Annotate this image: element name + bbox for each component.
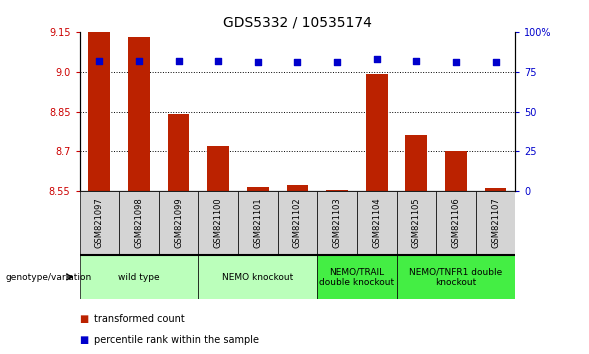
Text: GSM821107: GSM821107 — [491, 198, 500, 249]
Bar — [396, 255, 515, 299]
Text: genotype/variation: genotype/variation — [6, 273, 92, 281]
Point — [491, 59, 500, 65]
Text: GSM821106: GSM821106 — [451, 198, 461, 249]
Text: transformed count: transformed count — [94, 314, 185, 324]
Bar — [159, 191, 198, 255]
Point — [134, 58, 144, 63]
Bar — [405, 136, 427, 191]
Bar — [317, 255, 396, 299]
Bar — [238, 191, 277, 255]
Text: GSM821103: GSM821103 — [333, 198, 342, 249]
Text: GSM821101: GSM821101 — [253, 198, 262, 249]
Text: GSM821099: GSM821099 — [174, 198, 183, 249]
Text: GSM821104: GSM821104 — [372, 198, 381, 249]
Point — [332, 59, 342, 65]
Bar — [119, 191, 159, 255]
Bar — [128, 37, 150, 191]
Text: ■: ■ — [80, 314, 89, 324]
Bar — [326, 190, 348, 191]
Title: GDS5332 / 10535174: GDS5332 / 10535174 — [223, 15, 372, 29]
Text: ■: ■ — [80, 335, 89, 345]
Bar — [198, 191, 238, 255]
Point — [213, 58, 223, 63]
Point — [174, 58, 183, 63]
Point — [293, 59, 302, 65]
Text: NEMO knockout: NEMO knockout — [222, 273, 293, 281]
Text: GSM821105: GSM821105 — [412, 198, 421, 249]
Bar — [445, 152, 467, 191]
Text: wild type: wild type — [118, 273, 160, 281]
Bar — [247, 187, 269, 191]
Bar — [277, 191, 317, 255]
Bar — [88, 33, 110, 191]
Bar — [357, 191, 396, 255]
Text: NEMO/TNFR1 double
knockout: NEMO/TNFR1 double knockout — [409, 267, 502, 287]
Bar — [80, 255, 198, 299]
Text: NEMO/TRAIL
double knockout: NEMO/TRAIL double knockout — [319, 267, 395, 287]
Bar — [476, 191, 515, 255]
Text: GSM821098: GSM821098 — [134, 198, 144, 249]
Bar — [436, 191, 476, 255]
Point — [372, 56, 382, 62]
Bar — [286, 185, 309, 191]
Point — [412, 58, 421, 63]
Bar — [168, 114, 190, 191]
Text: GSM821102: GSM821102 — [293, 198, 302, 249]
Bar — [80, 191, 119, 255]
Bar — [317, 191, 357, 255]
Text: GSM821097: GSM821097 — [95, 198, 104, 249]
Bar — [198, 255, 317, 299]
Bar — [207, 146, 229, 191]
Point — [95, 58, 104, 63]
Text: GSM821100: GSM821100 — [214, 198, 223, 249]
Bar — [396, 191, 436, 255]
Text: percentile rank within the sample: percentile rank within the sample — [94, 335, 259, 345]
Point — [451, 59, 461, 65]
Point — [253, 59, 263, 65]
Bar — [366, 74, 388, 191]
Bar — [485, 188, 507, 191]
